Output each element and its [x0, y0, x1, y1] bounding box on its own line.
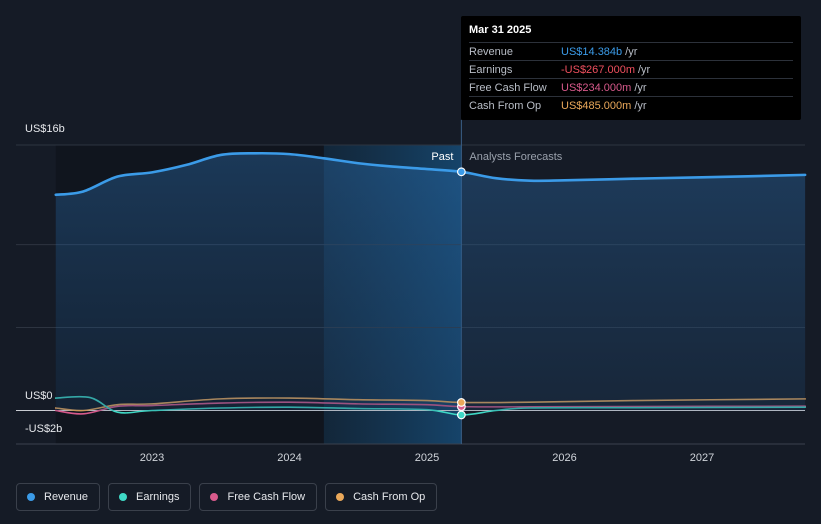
tooltip-value: US$234.000m — [561, 81, 632, 94]
tooltip-unit: /yr — [634, 81, 647, 94]
chart-legend: Revenue Earnings Free Cash Flow Cash Fro… — [16, 483, 438, 511]
earnings-marker — [456, 410, 466, 420]
tooltip-value: -US$267.000m — [561, 63, 635, 76]
legend-label: Earnings — [136, 491, 180, 503]
legend-dot-icon — [27, 493, 35, 501]
tooltip-unit: /yr — [638, 63, 651, 76]
legend-item-earnings[interactable]: Earnings — [108, 483, 192, 511]
x-tick-label: 2026 — [552, 452, 576, 464]
tooltip-row-revenue: Revenue US$14.384b /yr — [469, 42, 793, 60]
forecast-label: Analysts Forecasts — [469, 151, 562, 163]
legend-dot-icon — [336, 493, 345, 501]
tooltip-value: US$485.000m — [561, 99, 632, 112]
cash-from-op-marker — [456, 398, 466, 407]
x-tick-label: 2025 — [415, 452, 439, 464]
tooltip-row-cash-from-op: Cash From Op US$485.000m /yr — [469, 96, 793, 114]
revenue-marker — [456, 167, 466, 177]
legend-item-cash-from-op[interactable]: Cash From Op — [325, 483, 438, 511]
legend-label: Revenue — [44, 491, 89, 503]
past-label: Past — [431, 151, 453, 163]
tooltip-label: Earnings — [469, 63, 513, 76]
y-axis-label: US$0 — [25, 390, 53, 402]
tooltip-date: Mar 31 2025 — [469, 24, 532, 36]
tooltip: Mar 31 2025 Revenue US$14.384b /yr Earni… — [461, 16, 801, 120]
y-axis-label: US$16b — [25, 123, 65, 135]
tooltip-unit: /yr — [625, 45, 638, 58]
tooltip-label: Free Cash Flow — [469, 81, 547, 94]
revenue-area — [55, 153, 806, 411]
x-tick-label: 2023 — [140, 452, 164, 464]
tooltip-value: US$14.384b — [561, 45, 623, 58]
revenue-line — [54, 151, 807, 197]
tooltip-label: Cash From Op — [469, 99, 542, 112]
x-tick-label: 2027 — [690, 452, 714, 464]
legend-item-revenue[interactable]: Revenue — [16, 483, 101, 511]
legend-dot-icon — [210, 493, 219, 501]
tooltip-label: Revenue — [469, 45, 514, 58]
tooltip-row-free-cash-flow: Free Cash Flow US$234.000m /yr — [469, 78, 793, 96]
tooltip-row-earnings: Earnings -US$267.000m /yr — [469, 60, 793, 78]
tooltip-unit: /yr — [634, 99, 647, 112]
y-axis-label: -US$2b — [25, 423, 62, 435]
legend-label: Free Cash Flow — [227, 491, 306, 503]
legend-label: Cash From Op — [353, 491, 426, 503]
legend-item-free-cash-flow[interactable]: Free Cash Flow — [199, 483, 318, 511]
x-tick-label: 2024 — [277, 452, 301, 464]
legend-dot-icon — [119, 493, 128, 501]
